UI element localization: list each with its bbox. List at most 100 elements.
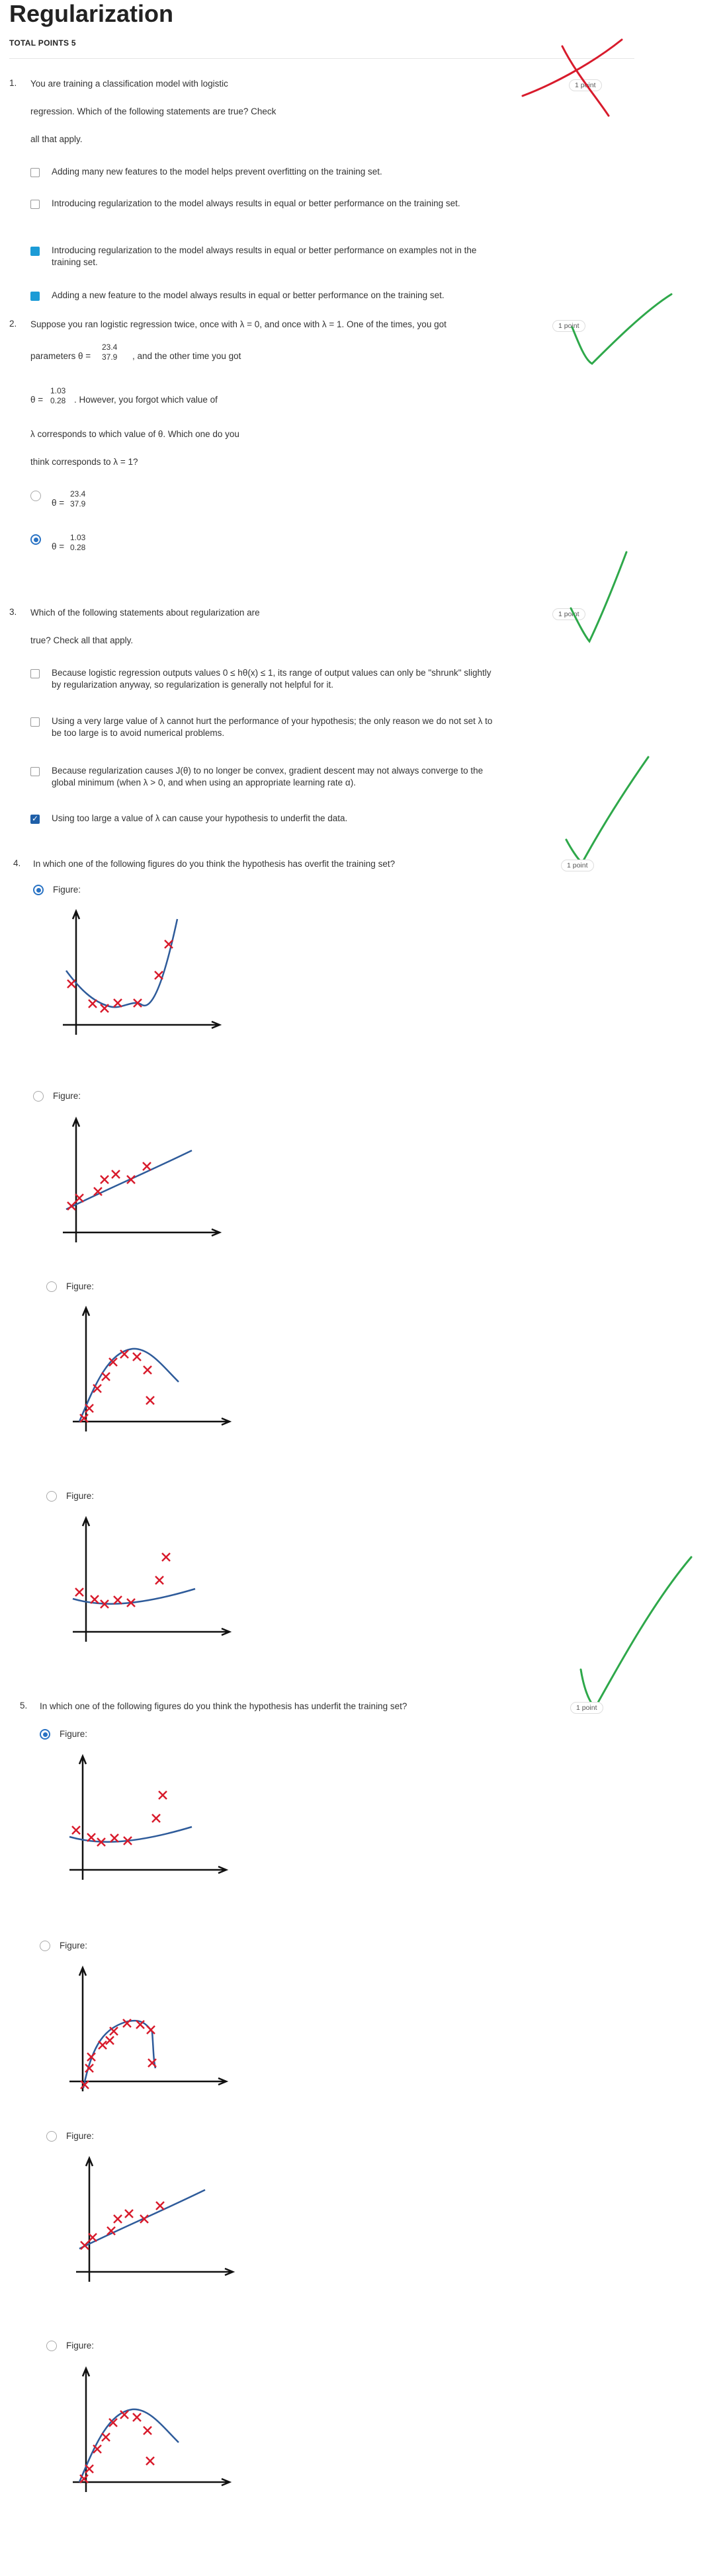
data-point-cross (90, 1595, 99, 1604)
q3-option-1-checkbox[interactable] (30, 669, 40, 678)
q5-option-2-radio[interactable] (40, 1941, 50, 1951)
q3-option-4-label: Using too large a value of λ can cause y… (52, 813, 348, 823)
q2-theta-a-vector: 23.4 37.9 (102, 342, 118, 362)
data-point-cross (122, 2019, 132, 2028)
q3-option-3-checkbox[interactable] (30, 767, 40, 776)
q2-option-2-vector: 1.03 0.28 (70, 533, 86, 552)
x-axis (73, 1627, 232, 1636)
q4-option-4-radio[interactable] (46, 1491, 57, 1502)
correct-mark-icon (565, 756, 650, 865)
q2-number: 2. (9, 319, 17, 329)
q2-option-1-radio[interactable] (30, 491, 41, 501)
data-point-cross (105, 2036, 114, 2045)
data-point-cross (67, 1201, 76, 1211)
hypothesis-curve (82, 2019, 157, 2089)
q1-option-4-label: Adding a new feature to the model always… (52, 290, 445, 300)
data-point-cross (164, 940, 173, 949)
q2-line5: think corresponds to λ = 1? (30, 457, 138, 467)
data-point-cross (126, 1175, 136, 1184)
q3-option-4-checkbox[interactable] (30, 814, 40, 824)
q5-option-4-radio[interactable] (46, 2341, 57, 2351)
q5-option-2-label: Figure: (60, 1941, 88, 1951)
q5-option-3-radio[interactable] (46, 2131, 57, 2142)
q2-theta-b-prefix: θ = (30, 395, 44, 405)
data-point-cross (110, 1833, 119, 1843)
q2-option-1-vector: 23.4 37.9 (70, 489, 86, 508)
q1-option-4-checkbox[interactable] (30, 292, 40, 301)
q2-option-2-radio[interactable] (30, 534, 41, 545)
data-point-cross (143, 2426, 152, 2435)
correct-mark-icon (570, 551, 628, 643)
q2-line1: Suppose you ran logistic regression twic… (30, 319, 447, 329)
q1-option-2-label: Introducing regularization to the model … (52, 198, 460, 208)
x-axis (73, 2477, 232, 2487)
x-axis (63, 1020, 222, 1029)
data-point-cross (93, 1384, 102, 1393)
q5-option-3-label: Figure: (66, 2131, 95, 2141)
data-point-cross (143, 1365, 152, 1375)
data-point-cross (93, 2444, 102, 2454)
hypothesis-curve (78, 2408, 179, 2483)
data-point-cross (87, 1833, 96, 1842)
data-point-cross (120, 2410, 129, 2419)
correct-mark-icon (579, 1556, 693, 1709)
data-point-cross (108, 2418, 118, 2427)
q1-option-3-checkbox[interactable] (30, 247, 40, 256)
data-point-cross (161, 1552, 171, 1562)
q1-option-2-checkbox[interactable] (30, 200, 40, 209)
data-point-cross (133, 998, 142, 1008)
q4-figure-4 (72, 1515, 232, 1642)
data-point-cross (126, 1598, 136, 1607)
wrong-mark-icon (521, 38, 623, 117)
q1-option-1-checkbox[interactable] (30, 168, 40, 177)
q4-option-2-label: Figure: (53, 1091, 81, 1101)
q5-figure-2 (69, 1965, 229, 2091)
data-point-cross (154, 971, 163, 980)
data-point-cross (132, 1352, 142, 1361)
q5-option-4-label: Figure: (66, 2341, 95, 2351)
header-divider (9, 58, 634, 59)
q5-figure-3 (76, 2155, 235, 2282)
q3-number: 3. (9, 607, 17, 617)
q1-prompt-line1: You are training a classification model … (30, 79, 228, 89)
page-title: Regularization (9, 0, 174, 27)
q4-option-3-radio[interactable] (46, 1281, 57, 1292)
data-point-cross (80, 2241, 89, 2250)
q3-option-2-checkbox[interactable] (30, 717, 40, 727)
q4-figure-3 (73, 1305, 232, 1431)
data-point-cross (109, 2027, 118, 2036)
data-point-cross (140, 2214, 149, 2224)
hypothesis-curve (69, 1826, 192, 1843)
q4-option-1-radio[interactable] (33, 885, 44, 895)
data-point-cross (97, 1837, 106, 1847)
q3-prompt-line2: true? Check all that apply. (30, 635, 134, 645)
q4-figure-1 (63, 908, 222, 1035)
hypothesis-curve (65, 1149, 192, 1211)
q2-line4: λ corresponds to which value of θ. Which… (30, 429, 239, 439)
q5-prompt: In which one of the following figures do… (40, 1701, 407, 1711)
q3-option-3-label: Because regularization causes J(θ) to no… (52, 766, 484, 787)
q5-figure-1 (69, 1753, 229, 1880)
data-point-cross (100, 1599, 109, 1609)
q3-prompt-line1: Which of the following statements about … (30, 608, 260, 618)
q3-option-1-label: Because logistic regression outputs valu… (52, 668, 491, 690)
x-axis (73, 1417, 232, 1426)
q2-theta-b-suffix: . However, you forgot which value of (74, 395, 218, 405)
data-point-cross (85, 2464, 94, 2474)
data-point-cross (155, 2201, 165, 2210)
q5-option-1-radio[interactable] (40, 1729, 50, 1740)
y-axis (71, 1116, 81, 1242)
q4-prompt: In which one of the following figures do… (33, 859, 396, 869)
q4-option-2-radio[interactable] (33, 1091, 44, 1102)
data-point-cross (85, 2064, 94, 2073)
hypothesis-curve (78, 1348, 179, 1422)
data-point-cross (123, 1836, 132, 1845)
q2-points-badge: 1 point (552, 320, 585, 332)
q5-figure-4 (73, 2366, 232, 2492)
data-point-cross (88, 2233, 97, 2242)
data-point-cross (158, 1791, 167, 1800)
correct-mark-icon (571, 293, 673, 365)
q2-theta-a-suffix: , and the other time you got (132, 351, 241, 361)
data-point-cross (146, 2025, 155, 2034)
q1-option-3-label: Introducing regularization to the model … (52, 245, 477, 267)
